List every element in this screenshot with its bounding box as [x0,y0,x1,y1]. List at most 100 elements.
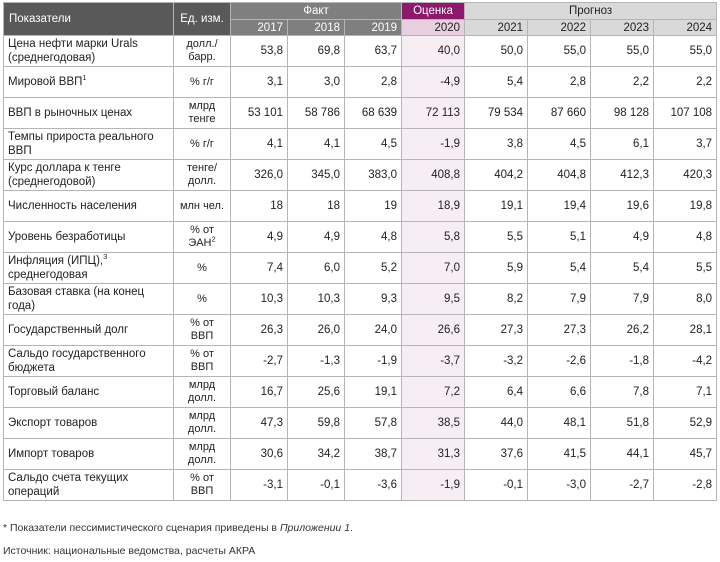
value-cell-2019: -3,6 [343,469,403,501]
row-label: Государственный долг [3,314,174,346]
source-note: Источник: национальные ведомства, расчет… [3,545,256,557]
value-cell-2021: 79 534 [464,97,529,129]
value-cell-2019: 4,5 [343,128,403,160]
value-cell-2019: 57,8 [343,407,403,439]
value-cell-2017: 4,9 [230,221,288,253]
row-unit: % г/г [173,66,231,98]
value-cell-2020: 7,0 [401,252,466,284]
value-cell-2021: 404,2 [464,159,529,191]
row-label-text: Государственный долг [8,324,129,336]
value-cell-2020: 408,8 [401,159,466,191]
footnote-ref: 2 [211,234,216,244]
value-cell-2023: 5,4 [590,252,655,284]
row-unit-text: % [197,261,207,274]
value-cell-2019: 383,0 [343,159,403,191]
header-indicators: Показатели [3,2,174,36]
value-cell-2019: 24,0 [343,314,403,346]
row-unit-text: млрд долл. [187,441,217,466]
table-row: Инфляция (ИПЦ),3 среднегодовая% 7,4 6,0 5,2… [3,252,718,284]
value-cell-2024: 3,7 [653,128,718,160]
value-cell-2017: -3,1 [230,469,288,501]
table-row: Сальдо счета текущих операций % от ВВП -3,… [3,469,718,501]
table-row: Экспорт товаров млрд долл. 47,3 59,8 57,8 38,… [3,407,718,439]
row-label: Сальдо счета текущих операций [3,469,174,501]
value-cell-2021: 37,6 [464,438,529,470]
header-forecast: Прогноз [464,2,718,20]
value-cell-2022: -2,6 [527,345,592,377]
row-label: Экспорт товаров [3,407,174,439]
row-label-text: Экспорт товаров [8,417,98,429]
footnote-text: * Показатели пессимистического сценария … [3,522,280,534]
value-cell-2024: 420,3 [653,159,718,191]
header-unit: Ед. изм. [173,2,231,36]
table-row: Базовая ставка (на конец года)% 10,3 10,3 9… [3,283,718,315]
value-cell-2023: 55,0 [590,35,655,67]
row-unit-text: млрд долл. [187,410,217,435]
row-label: Инфляция (ИПЦ),3 среднегодовая [3,252,174,284]
row-unit: млрд долл. [173,376,231,408]
table-row: Уровень безработицы% от ЭАН2 4,9 4,9 4,8 5,8… [3,221,718,253]
row-label: Базовая ставка (на конец года) [3,283,174,315]
row-label-text: Базовая ставка (на конец года) [8,286,145,312]
value-cell-2020: -3,7 [401,345,466,377]
value-cell-2017: 53 101 [230,97,288,129]
value-cell-2017: 53,8 [230,35,288,67]
value-cell-2017: 4,1 [230,128,288,160]
row-label: Сальдо государственного бюджета [3,345,174,377]
row-label: Импорт товаров [3,438,174,470]
value-cell-2023: 7,8 [590,376,655,408]
value-cell-2023: 19,6 [590,190,655,222]
footnote: * Показатели пессимистического сценария … [3,522,353,534]
value-cell-2022: 5,4 [527,252,592,284]
row-unit-text: % от ВВП [190,348,214,373]
year-2022: 2022 [527,19,592,36]
value-cell-2017: 3,1 [230,66,288,98]
value-cell-2024: 45,7 [653,438,718,470]
row-label: Темпы прироста реального ВВП [3,128,174,160]
value-cell-2019: 63,7 [343,35,403,67]
value-cell-2018: 6,0 [287,252,345,284]
value-cell-2022: 27,3 [527,314,592,346]
value-cell-2019: -1,9 [343,345,403,377]
value-cell-2023: 4,9 [590,221,655,253]
value-cell-2022: 4,5 [527,128,592,160]
value-cell-2022: 404,8 [527,159,592,191]
value-cell-2024: 28,1 [653,314,718,346]
value-cell-2022: 5,1 [527,221,592,253]
value-cell-2020: 5,8 [401,221,466,253]
table-row: Курс доллара к тенге (среднегодовой) тенг… [3,159,718,191]
value-cell-2019: 19 [343,190,403,222]
value-cell-2024: 4,8 [653,221,718,253]
value-cell-2018: -0,1 [287,469,345,501]
value-cell-2019: 9,3 [343,283,403,315]
value-cell-2020: -4,9 [401,66,466,98]
value-cell-2023: -2,7 [590,469,655,501]
footnote-ref: 3 [103,252,108,262]
footnote-ref: 1 [82,73,87,83]
year-2023: 2023 [590,19,655,36]
row-label-text: Темпы прироста реального ВВП [8,131,154,157]
row-unit-text: млрд долл. [187,379,217,404]
value-cell-2024: -2,8 [653,469,718,501]
value-cell-2024: 5,5 [653,252,718,284]
header-fact: Факт [229,2,403,20]
row-label-text: Торговый баланс [8,386,100,398]
value-cell-2019: 38,7 [343,438,403,470]
value-cell-2018: 25,6 [287,376,345,408]
row-unit: % [173,252,231,284]
value-cell-2020: -1,9 [401,469,466,501]
value-cell-2022: 55,0 [527,35,592,67]
value-cell-2021: 27,3 [464,314,529,346]
macro-forecast-table: Показатели Ед. изм. Факт Оценка Прогноз … [3,2,718,501]
row-unit-text: долл./барр. [186,38,218,63]
table-row: Мировой ВВП1% г/г 3,1 3,0 2,8 -4,9 5,4 2,8 2,2 2… [3,66,718,98]
row-label-text: Импорт товаров [8,448,95,460]
value-cell-2020: 38,5 [401,407,466,439]
value-cell-2022: 19,4 [527,190,592,222]
value-cell-2023: -1,8 [590,345,655,377]
table-row: Торговый баланс млрд долл. 16,7 25,6 19,1 7,2… [3,376,718,408]
value-cell-2021: 5,9 [464,252,529,284]
row-unit: млрд долл. [173,438,231,470]
value-cell-2020: 31,3 [401,438,466,470]
table-body: Цена нефти марки Urals (среднегодовая) до… [3,35,718,501]
